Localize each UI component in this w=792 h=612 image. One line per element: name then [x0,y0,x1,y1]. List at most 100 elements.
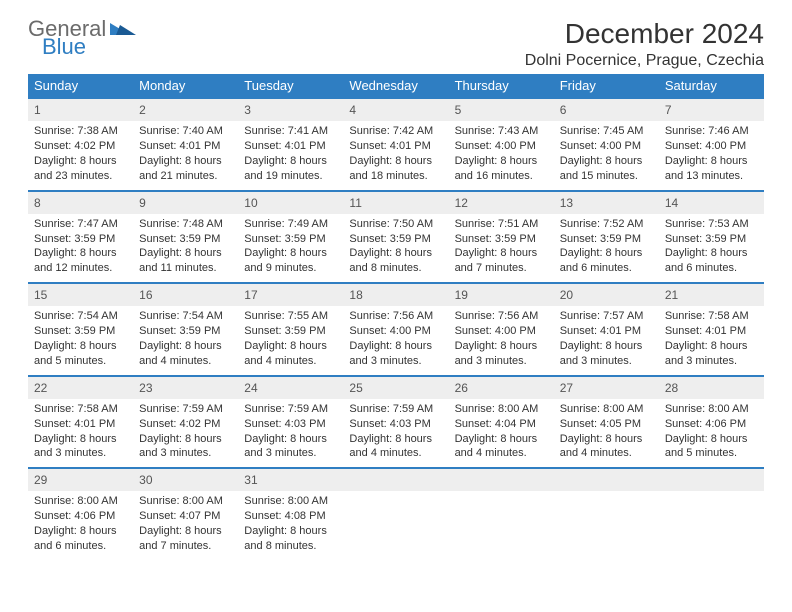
day-info [343,491,448,559]
daylight-text: Daylight: 8 hours and 3 minutes. [139,432,232,462]
day-number-row: 15161718192021 [28,283,764,306]
sunset-text: Sunset: 3:59 PM [244,232,337,247]
day-info: Sunrise: 7:51 AMSunset: 3:59 PMDaylight:… [449,214,554,283]
daylight-text: Daylight: 8 hours and 4 minutes. [139,339,232,369]
sunrise-text: Sunrise: 7:49 AM [244,217,337,232]
day-number: 21 [659,283,764,306]
weekday-header: Tuesday [238,74,343,98]
day-number: 13 [554,191,659,214]
day-info: Sunrise: 7:53 AMSunset: 3:59 PMDaylight:… [659,214,764,283]
sunrise-text: Sunrise: 7:52 AM [560,217,653,232]
daylight-text: Daylight: 8 hours and 4 minutes. [244,339,337,369]
day-info: Sunrise: 7:46 AMSunset: 4:00 PMDaylight:… [659,121,764,190]
daylight-text: Daylight: 8 hours and 6 minutes. [665,246,758,276]
sunset-text: Sunset: 4:00 PM [455,324,548,339]
day-number: 2 [133,98,238,121]
sunset-text: Sunset: 3:59 PM [139,324,232,339]
sunset-text: Sunset: 3:59 PM [34,232,127,247]
daylight-text: Daylight: 8 hours and 16 minutes. [455,154,548,184]
daylight-text: Daylight: 8 hours and 19 minutes. [244,154,337,184]
sunset-text: Sunset: 4:00 PM [349,324,442,339]
day-number: 9 [133,191,238,214]
sunset-text: Sunset: 4:01 PM [560,324,653,339]
day-info [449,491,554,559]
day-info: Sunrise: 7:47 AMSunset: 3:59 PMDaylight:… [28,214,133,283]
day-number-row: 891011121314 [28,191,764,214]
day-info-row: Sunrise: 8:00 AM Sunset: 4:06 PMDaylight:… [28,491,764,559]
day-number: 22 [28,376,133,399]
sunset-text: Sunset: 3:59 PM [455,232,548,247]
day-info: Sunrise: 7:59 AMSunset: 4:02 PMDaylight:… [133,399,238,468]
sunrise-text: Sunrise: 7:58 AM [665,309,758,324]
sunrise-text: Sunrise: 7:55 AM [244,309,337,324]
sunset-text: Sunset: 4:08 PM [244,509,337,524]
daylight-text: Daylight: 8 hours and 6 minutes. [560,246,653,276]
day-info: Sunrise: 7:59 AMSunset: 4:03 PMDaylight:… [343,399,448,468]
day-info: Sunrise: 7:42 AMSunset: 4:01 PMDaylight:… [343,121,448,190]
sunrise-text: Sunrise: 7:41 AM [244,124,337,139]
logo-text: General Blue [28,18,106,58]
daylight-text: Daylight: 8 hours and 3 minutes. [244,432,337,462]
weekday-header: Thursday [449,74,554,98]
sunset-text: Sunset: 4:03 PM [244,417,337,432]
day-info: Sunrise: 7:54 AMSunset: 3:59 PMDaylight:… [133,306,238,375]
day-number: 28 [659,376,764,399]
sunrise-text: Sunrise: 7:53 AM [665,217,758,232]
day-info: Sunrise: 7:41 AMSunset: 4:01 PMDaylight:… [238,121,343,190]
daylight-text: Daylight: 8 hours and 7 minutes. [455,246,548,276]
sunrise-text: Sunrise: 7:58 AM [34,402,127,417]
sunset-text: Sunset: 4:00 PM [665,139,758,154]
day-info: Sunrise: 8:00 AMSunset: 4:04 PMDaylight:… [449,399,554,468]
daylight-text: Daylight: 8 hours and 5 minutes. [665,432,758,462]
sunrise-text: Sunrise: 8:00 AM [139,494,232,509]
weekday-header: Monday [133,74,238,98]
sunset-text: Sunset: 4:05 PM [560,417,653,432]
sunset-text: Sunset: 4:02 PM [34,139,127,154]
title-block: December 2024 Dolni Pocernice, Prague, C… [525,18,764,70]
day-number: 29 [28,468,133,491]
day-info: Sunrise: 8:00 AMSunset: 4:06 PMDaylight:… [28,491,133,559]
day-info: Sunrise: 7:56 AMSunset: 4:00 PMDaylight:… [449,306,554,375]
sunset-text: Sunset: 4:01 PM [139,139,232,154]
daylight-text: Daylight: 8 hours and 23 minutes. [34,154,127,184]
sunrise-text: Sunrise: 8:00 AM [665,402,758,417]
weekday-header: Wednesday [343,74,448,98]
day-number [659,468,764,491]
day-info: Sunrise: 7:57 AMSunset: 4:01 PMDaylight:… [554,306,659,375]
day-info: Sunrise: 7:38 AMSunset: 4:02 PMDaylight:… [28,121,133,190]
sunrise-text: Sunrise: 7:43 AM [455,124,548,139]
day-info-row: Sunrise: 7:38 AMSunset: 4:02 PMDaylight:… [28,121,764,190]
day-info-row: Sunrise: 7:54 AMSunset: 3:59 PMDaylight:… [28,306,764,375]
sunrise-text: Sunrise: 7:45 AM [560,124,653,139]
sunrise-text: Sunrise: 7:38 AM [34,124,127,139]
day-number: 24 [238,376,343,399]
sunset-text: Sunset: 3:59 PM [349,232,442,247]
sunrise-text: Sunrise: 7:59 AM [139,402,232,417]
sunrise-text: Sunrise: 7:59 AM [244,402,337,417]
location: Dolni Pocernice, Prague, Czechia [525,52,764,70]
daylight-text: Daylight: 8 hours and 6 minutes. [34,524,127,554]
daylight-text: Daylight: 8 hours and 4 minutes. [455,432,548,462]
sunrise-text: Sunrise: 7:59 AM [349,402,442,417]
daylight-text: Daylight: 8 hours and 21 minutes. [139,154,232,184]
day-number-row: 22232425262728 [28,376,764,399]
weekday-header: Friday [554,74,659,98]
daylight-text: Daylight: 8 hours and 3 minutes. [349,339,442,369]
sunset-text: Sunset: 4:01 PM [244,139,337,154]
day-info: Sunrise: 7:40 AMSunset: 4:01 PMDaylight:… [133,121,238,190]
day-info: Sunrise: 7:58 AMSunset: 4:01 PMDaylight:… [659,306,764,375]
calendar-table: Sunday Monday Tuesday Wednesday Thursday… [28,74,764,560]
day-number: 20 [554,283,659,306]
daylight-text: Daylight: 8 hours and 11 minutes. [139,246,232,276]
daylight-text: Daylight: 8 hours and 13 minutes. [665,154,758,184]
sunset-text: Sunset: 4:01 PM [34,417,127,432]
sunset-text: Sunset: 4:03 PM [349,417,442,432]
daylight-text: Daylight: 8 hours and 8 minutes. [349,246,442,276]
daylight-text: Daylight: 8 hours and 3 minutes. [560,339,653,369]
sunrise-text: Sunrise: 7:54 AM [139,309,232,324]
sunset-text: Sunset: 3:59 PM [34,324,127,339]
sunrise-text: Sunrise: 7:46 AM [665,124,758,139]
day-info: Sunrise: 7:54 AMSunset: 3:59 PMDaylight:… [28,306,133,375]
sunset-text: Sunset: 3:59 PM [244,324,337,339]
sunset-text: Sunset: 4:06 PM [34,509,127,524]
